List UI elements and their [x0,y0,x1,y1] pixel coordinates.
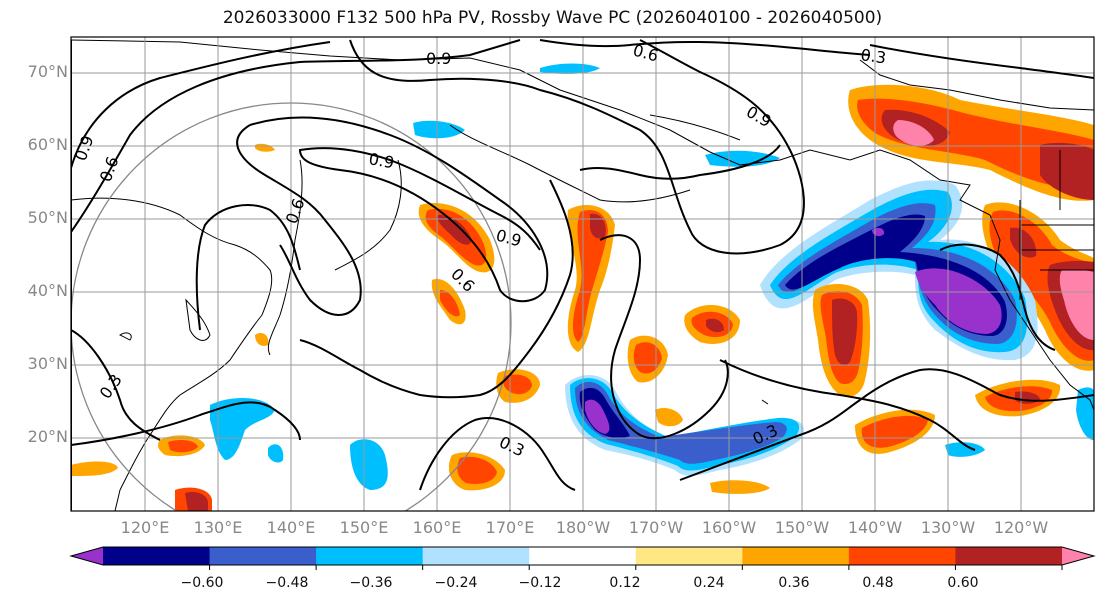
colorbar-tick: −0.36 [349,575,393,591]
colorbar-tick: 0.12 [609,575,641,591]
lon-label: 130°W [920,518,976,537]
colorbar-tick: −0.12 [518,575,562,591]
radius-circle [71,102,512,511]
map-frame [70,36,1095,512]
colorbar-tick: −0.48 [265,575,309,591]
contour-label: 0.3 [859,45,887,67]
contour-label: 0.9 [426,49,451,68]
lon-label: 180°W [555,518,611,537]
colorbar-tick: 0.36 [778,575,810,591]
lat-label: 20°N [27,427,68,446]
lon-label: 150°E [339,518,389,537]
lon-label: 160°W [701,518,757,537]
lat-label: 40°N [27,281,68,300]
lon-label: 120°W [993,518,1049,537]
lat-label: 60°N [27,135,68,154]
pv-contours [71,39,1094,511]
lon-label: 170°W [628,518,684,537]
lat-label: 50°N [27,208,68,227]
lon-label: 170°E [485,518,535,537]
colorbar-tick: 0.48 [862,575,894,591]
lon-label: 120°E [120,518,170,537]
lon-label: 160°E [412,518,462,537]
lon-label: 150°W [774,518,830,537]
lat-label: 30°N [27,354,68,373]
colorbar-tick: 0.24 [693,575,725,591]
map-title: 2026033000 F132 500 hPa PV, Rossby Wave … [222,8,883,28]
colorbar-tick: −0.60 [180,575,224,591]
lon-label: 130°E [193,518,243,537]
lat-label: 70°N [27,62,68,81]
colorbar-tick: 0.60 [947,575,979,591]
contour-label: 0.9 [367,149,395,172]
lon-label: 140°W [847,518,903,537]
graticule [71,37,1094,511]
coastlines [71,39,1094,511]
lon-label: 140°E [266,518,316,537]
colorbar-tick: −0.24 [434,575,478,591]
